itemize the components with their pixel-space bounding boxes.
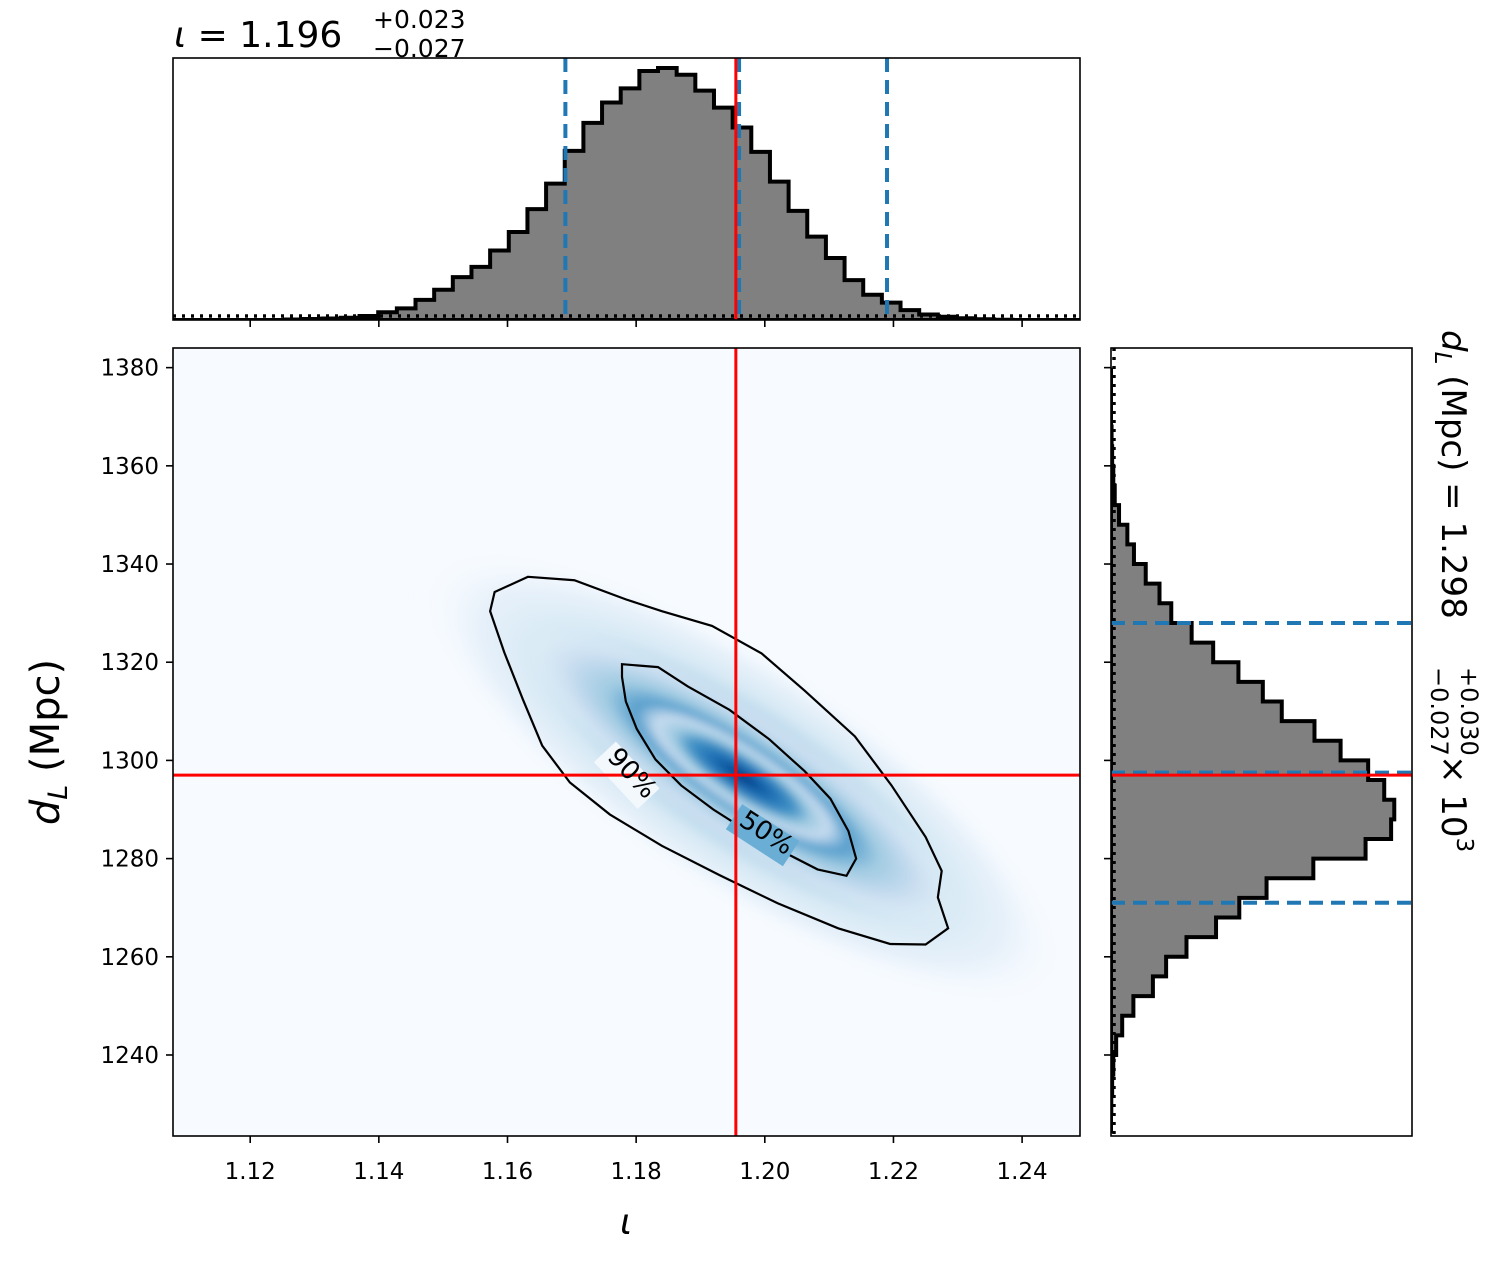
right-y-ticks <box>1104 366 1111 1056</box>
y-axis-label: dL (Mpc) <box>23 659 74 825</box>
x-axis-label: ι <box>620 1202 632 1243</box>
contour-label-gap-50 <box>725 804 800 867</box>
right-histogram-bars <box>1111 367 1397 1134</box>
top-title: ι = 1.196 <box>174 15 342 56</box>
joint-x-tick-label-1: 1.14 <box>353 1159 404 1185</box>
top-x-ticks <box>249 320 1023 327</box>
joint-y-tick-label-4: 1320 <box>100 650 159 676</box>
top-title-plus: +0.023 <box>373 5 466 34</box>
right-axes-frame <box>1110 347 1413 1137</box>
truth-crosshair <box>173 348 1080 1136</box>
joint-panel: 90% 50% 1.12 1.14 1.16 1.18 1.20 1.22 1.24 124… <box>23 347 1081 1243</box>
joint-y-tick-label-5: 1340 <box>100 552 159 578</box>
right-reference-lines <box>1111 620 1412 905</box>
joint-y-ticks: 1240 1260 1280 1300 1320 1340 1360 1380 <box>100 356 173 1069</box>
joint-y-tick-label-2: 1280 <box>100 847 159 873</box>
top-title-param: ι <box>174 15 186 56</box>
right-histogram <box>1111 348 1397 1136</box>
joint-density <box>173 348 1080 1136</box>
joint-y-tick-label-6: 1360 <box>100 454 159 480</box>
right-title-minus: −0.027 <box>1425 667 1453 756</box>
joint-y-tick-label-3: 1300 <box>100 748 159 774</box>
joint-x-tick-label-3: 1.18 <box>611 1159 662 1185</box>
joint-x-tick-label-5: 1.22 <box>868 1159 919 1185</box>
top-title-value: 1.196 <box>239 15 342 56</box>
joint-y-tick-label-7: 1380 <box>100 356 159 382</box>
top-histogram-bars <box>173 66 1080 320</box>
top-marginal-panel: ι = 1.196 +0.023 −0.027 <box>172 5 1081 327</box>
top-reference-lines <box>563 58 890 320</box>
joint-x-ticks: 1.12 1.14 1.16 1.18 1.20 1.22 1.24 <box>225 1136 1048 1185</box>
contour-90 <box>488 575 950 946</box>
right-title-main: dL (Mpc) = 1.298 <box>1429 330 1473 619</box>
right-title-exponent: × 103 <box>1433 755 1477 852</box>
top-histogram <box>173 66 1080 320</box>
right-marginal-panel: dL (Mpc) = 1.298 +0.030 −0.027 × 103 <box>1104 330 1483 1137</box>
top-axes-frame <box>172 57 1081 321</box>
top-title-minus: −0.027 <box>373 34 466 63</box>
joint-x-tick-label-2: 1.16 <box>482 1159 533 1185</box>
right-title: dL (Mpc) = 1.298 +0.030 −0.027 × 103 <box>1425 330 1483 852</box>
joint-y-tick-label-0: 1240 <box>100 1043 159 1069</box>
joint-x-tick-label-0: 1.12 <box>225 1159 276 1185</box>
right-title-plus: +0.030 <box>1455 667 1483 756</box>
joint-axes-frame <box>172 347 1081 1137</box>
joint-y-tick-label-1: 1260 <box>100 945 159 971</box>
joint-x-tick-label-4: 1.20 <box>739 1159 790 1185</box>
joint-x-tick-label-6: 1.24 <box>996 1159 1047 1185</box>
